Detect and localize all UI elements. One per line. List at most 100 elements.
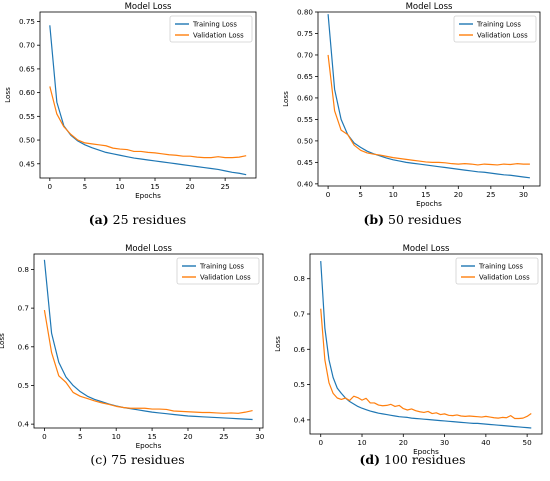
- legend-box: [169, 15, 253, 43]
- chart-title: Model Loss: [403, 244, 450, 254]
- training-loss-line: [327, 14, 530, 179]
- caption-c: (c) 75 residues: [0, 452, 275, 467]
- training-legend-label: Training Loss: [199, 263, 244, 271]
- x-tick-label: 20: [399, 438, 409, 447]
- x-tick-label: 20: [183, 432, 193, 441]
- training-loss-line: [43, 259, 253, 421]
- validation-loss-line: [43, 309, 253, 414]
- y-tick-label: 0.5: [18, 381, 29, 390]
- y-tick-label: 0.4: [18, 420, 30, 429]
- y-tick-label: 0.70: [19, 41, 35, 50]
- x-tick-label: 20: [185, 182, 195, 191]
- x-tick-label: 5: [83, 182, 88, 191]
- validation-legend-label: Validation Loss: [193, 32, 244, 40]
- x-tick-label: 0: [318, 438, 323, 447]
- y-tick-label: 0.8: [18, 265, 30, 274]
- chart-panel-d: Model Loss 0 10 20 30 40 50 0.4 0.5 0.6 0.7 0.8 Epoc…: [273, 240, 550, 480]
- y-tick-label: 0.60: [19, 88, 35, 97]
- y-tick-label: 0.65: [19, 64, 35, 73]
- validation-legend-label: Validation Loss: [477, 32, 528, 40]
- x-tick-label: 30: [519, 190, 529, 199]
- x-tick-label: 25: [221, 182, 230, 191]
- y-tick-label: 0.8: [294, 274, 306, 283]
- validation-loss-line: [49, 86, 247, 159]
- validation-legend-label: Validation Loss: [200, 274, 251, 282]
- chart-title: Model Loss: [125, 2, 172, 12]
- y-axis-label: Loss: [0, 333, 6, 349]
- y-tick-label: 0.50: [297, 136, 313, 145]
- y-axis-label: Loss: [281, 91, 290, 107]
- y-tick-label: 0.6: [294, 345, 306, 354]
- x-tick-label: 10: [389, 190, 399, 199]
- chart-panel-c: Model Loss 0 5 10 15 20 25 30 0.4 0.5 0.6 0.7 0.8 Epo…: [0, 240, 275, 480]
- x-tick-label: 0: [48, 182, 53, 191]
- x-axis-label: Epochs: [413, 447, 439, 456]
- loss-chart-b: Model Loss 0 5 10 15 20 25 30 0.40 0.45 0.50 0.55 0.…: [281, 2, 541, 208]
- training-legend-label: Training Loss: [478, 263, 523, 271]
- chart-title: Model Loss: [125, 244, 172, 254]
- y-tick-label: 0.75: [19, 17, 35, 26]
- x-tick-label: 10: [112, 432, 122, 441]
- legend-box: [176, 257, 260, 285]
- x-tick-label: 15: [148, 432, 157, 441]
- y-tick-label: 0.7: [18, 304, 29, 313]
- caption-text-c: 75 residues: [107, 452, 185, 467]
- x-tick-label: 5: [78, 432, 83, 441]
- training-loss-line: [49, 25, 247, 176]
- training-legend-label: Training Loss: [192, 21, 237, 29]
- y-axis-label: Loss: [3, 87, 12, 103]
- legend-box: [455, 257, 539, 285]
- x-tick-label: 10: [357, 438, 367, 447]
- loss-chart-d: Model Loss 0 10 20 30 40 50 0.4 0.5 0.6 0.7 0.8 Epoc…: [273, 244, 543, 456]
- validation-loss-line: [327, 54, 530, 166]
- y-tick-label: 0.65: [297, 72, 313, 81]
- caption-a: (a) 25 residues: [0, 212, 275, 227]
- y-tick-label: 0.70: [297, 50, 313, 59]
- plot-frame: [317, 11, 541, 187]
- y-tick-label: 0.55: [19, 112, 35, 121]
- x-tick-label: 25: [486, 190, 495, 199]
- y-tick-label: 0.75: [297, 29, 313, 38]
- y-tick-label: 0.80: [297, 8, 313, 17]
- x-tick-label: 15: [150, 182, 159, 191]
- x-tick-label: 0: [326, 190, 331, 199]
- x-tick-label: 15: [421, 190, 430, 199]
- y-tick-label: 0.7: [294, 310, 305, 319]
- x-tick-label: 5: [358, 190, 363, 199]
- plot-frame: [39, 11, 257, 179]
- caption-text-a: 25 residues: [108, 212, 187, 227]
- x-tick-label: 0: [42, 432, 47, 441]
- x-tick-label: 50: [523, 438, 533, 447]
- loss-chart-c: Model Loss 0 5 10 15 20 25 30 0.4 0.5 0.6 0.7 0.8 Epo…: [0, 244, 265, 450]
- caption-letter-b: (b): [363, 212, 385, 227]
- validation-legend-label: Validation Loss: [479, 274, 530, 282]
- caption-letter-c: (c): [90, 452, 108, 467]
- x-tick-label: 40: [481, 438, 491, 447]
- validation-loss-line: [320, 308, 532, 420]
- x-tick-label: 10: [115, 182, 125, 191]
- caption-text-d: 100 residues: [380, 452, 466, 467]
- plot-frame: [309, 253, 543, 435]
- legend-box: [453, 15, 537, 43]
- caption-text-b: 50 residues: [384, 212, 462, 227]
- y-tick-label: 0.50: [19, 136, 35, 145]
- caption-letter-d: (d): [359, 452, 381, 467]
- plot-frame: [33, 253, 264, 429]
- y-tick-label: 0.60: [297, 93, 313, 102]
- y-tick-label: 0.5: [294, 380, 305, 389]
- y-tick-label: 0.6: [18, 342, 30, 351]
- loss-chart-a: Model Loss 0 5 10 15 20 25 0.45 0.50 0.55 0.60 0.65…: [3, 2, 257, 200]
- x-tick-label: 25: [219, 432, 228, 441]
- y-tick-label: 0.45: [19, 159, 35, 168]
- chart-title: Model Loss: [406, 2, 453, 12]
- caption-letter-a: (a): [88, 212, 109, 227]
- x-tick-label: 30: [255, 432, 265, 441]
- caption-b: (b) 50 residues: [275, 212, 550, 227]
- y-tick-label: 0.40: [297, 179, 313, 188]
- x-axis-label: Epochs: [416, 199, 442, 208]
- chart-panel-b: Model Loss 0 5 10 15 20 25 30 0.40 0.45 0.50 0.55 0.…: [275, 0, 550, 240]
- x-tick-label: 20: [454, 190, 464, 199]
- y-axis-label: Loss: [273, 336, 282, 352]
- y-tick-label: 0.45: [297, 158, 313, 167]
- x-tick-label: 30: [440, 438, 450, 447]
